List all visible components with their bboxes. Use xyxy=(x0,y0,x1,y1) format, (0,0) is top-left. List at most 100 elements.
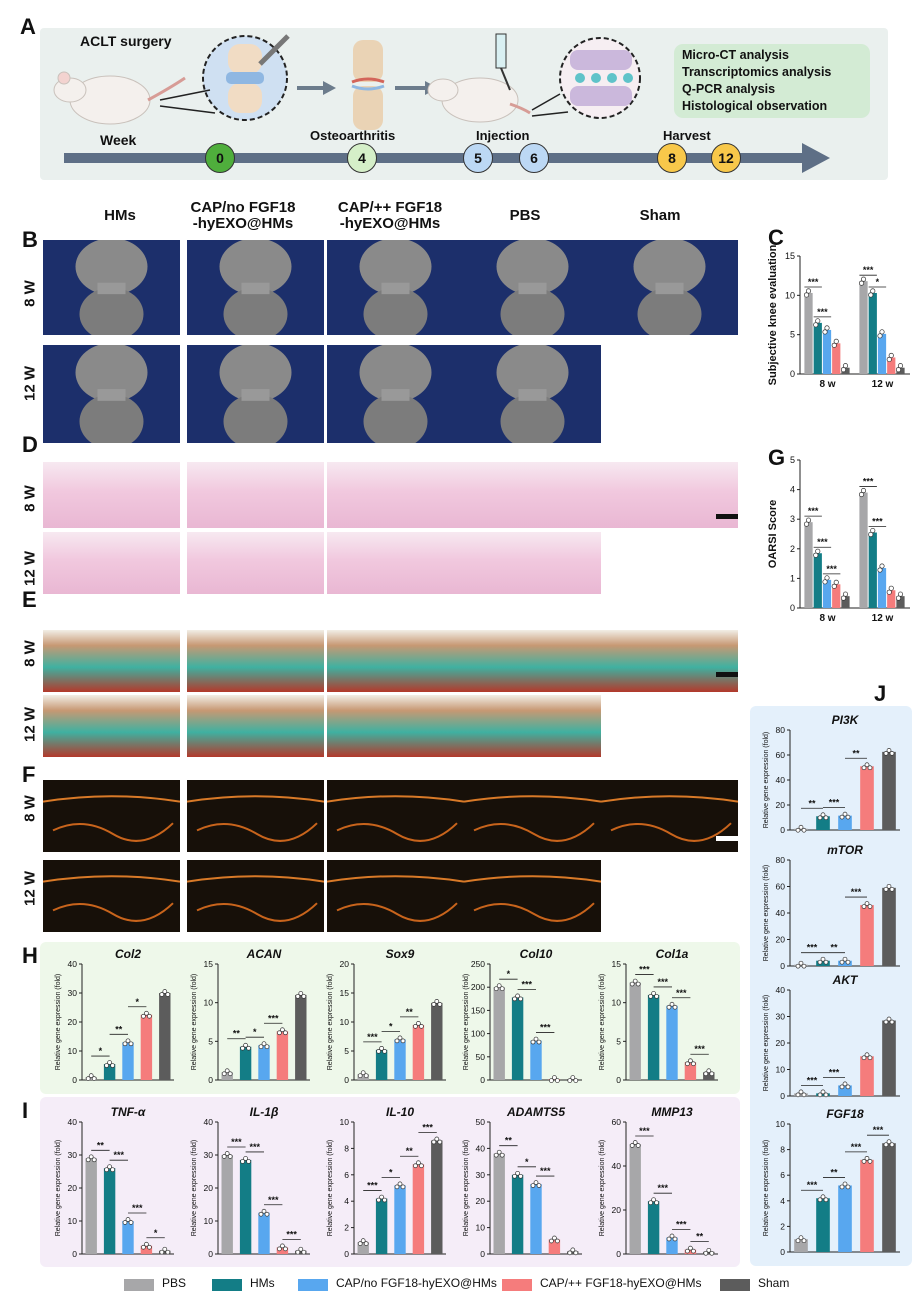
week-marker-6: 6 xyxy=(519,143,549,173)
week-marker-4: 4 xyxy=(347,143,377,173)
data-point xyxy=(295,1249,301,1255)
significance-label: ** xyxy=(852,748,860,758)
y-tick-label: 2 xyxy=(790,544,795,554)
picrosirius-8w-image xyxy=(187,780,324,852)
significance-label: * xyxy=(389,1021,393,1031)
analysis-item: Transcriptomics analysis xyxy=(682,65,832,79)
significance-label: *** xyxy=(639,965,650,975)
data-point xyxy=(801,1092,807,1098)
data-point xyxy=(277,1030,282,1036)
data-point xyxy=(549,1238,554,1244)
y-tick-label: 200 xyxy=(471,982,485,992)
bar xyxy=(813,322,822,374)
bar xyxy=(276,1247,289,1254)
data-point xyxy=(889,886,895,892)
data-point xyxy=(669,1001,675,1007)
data-point xyxy=(243,1042,248,1048)
significance-label: * xyxy=(253,1027,257,1037)
significance-label: *** xyxy=(658,1183,669,1193)
picrosirius-12w-image xyxy=(464,860,601,932)
significance-label: *** xyxy=(863,265,874,275)
data-point xyxy=(868,292,874,298)
data-point xyxy=(840,367,847,373)
data-point xyxy=(822,329,828,335)
significance-label: *** xyxy=(422,1122,433,1132)
y-tick-label: 0 xyxy=(616,1075,621,1085)
he-stain-12w-image xyxy=(43,532,180,594)
data-point xyxy=(141,1244,146,1250)
data-point xyxy=(688,1245,693,1251)
bar xyxy=(548,1239,561,1254)
bar xyxy=(887,590,896,608)
significance-label: *** xyxy=(863,477,874,487)
data-point xyxy=(224,1151,230,1156)
data-point xyxy=(867,765,873,771)
data-point xyxy=(360,1238,366,1243)
microct-12w-image xyxy=(187,345,324,443)
data-point xyxy=(431,1139,437,1145)
bar xyxy=(140,1245,153,1254)
bar xyxy=(860,905,874,966)
data-point xyxy=(842,591,849,597)
data-point xyxy=(868,531,874,538)
y-axis-label: Relative gene expression (fold) xyxy=(191,1140,198,1237)
y-tick-label: 0 xyxy=(790,603,795,613)
data-point xyxy=(860,488,867,494)
y-tick-label: 80 xyxy=(776,855,786,865)
data-point xyxy=(159,1249,165,1255)
data-point xyxy=(842,811,848,817)
data-point xyxy=(654,994,659,999)
y-tick-label: 10 xyxy=(340,1117,350,1127)
significance-label: ** xyxy=(406,1007,414,1017)
data-point xyxy=(817,959,823,965)
bar xyxy=(221,1155,233,1254)
data-point xyxy=(820,1089,826,1095)
data-point xyxy=(221,1154,227,1159)
he-stain-8w-image xyxy=(187,462,324,528)
data-point xyxy=(798,1235,804,1241)
data-point xyxy=(110,1167,115,1173)
data-point xyxy=(672,1004,678,1010)
significance-label: *** xyxy=(807,943,818,953)
y-tick-label: 5 xyxy=(790,330,795,340)
significance-label: *** xyxy=(808,277,819,287)
data-point xyxy=(845,814,851,820)
data-point xyxy=(798,824,804,830)
bar xyxy=(357,1242,369,1254)
data-point xyxy=(895,595,902,601)
y-axis-label: Relative gene expression (fold) xyxy=(55,1140,62,1237)
y-axis-label: Relative gene expression (fold) xyxy=(763,995,770,1092)
data-point xyxy=(416,1160,421,1166)
chart-title: ADAMTS5 xyxy=(506,1105,565,1119)
y-tick-label: 20 xyxy=(776,800,786,810)
he-stain-12w-image xyxy=(327,532,464,594)
y-tick-label: 50 xyxy=(476,1052,486,1062)
safranin-o-12w-image xyxy=(327,695,464,757)
column-header-hms: HMs xyxy=(104,207,136,224)
data-point xyxy=(666,1236,672,1242)
bar xyxy=(295,1250,307,1254)
data-point xyxy=(635,981,641,987)
legend-swatch-cap-plus xyxy=(502,1279,532,1291)
data-point xyxy=(357,1073,363,1079)
significance-label: *** xyxy=(367,1032,378,1042)
y-axis-label: Relative gene expression (fold) xyxy=(327,1140,334,1237)
data-point xyxy=(110,1063,115,1068)
bar xyxy=(804,292,813,374)
data-point xyxy=(144,1010,149,1016)
significance-label: *** xyxy=(268,1013,279,1023)
data-point xyxy=(823,959,829,965)
data-point xyxy=(861,1055,867,1061)
bar xyxy=(838,1185,852,1252)
significance-label: * xyxy=(525,1157,529,1167)
x-tick-label: 8 w xyxy=(819,379,835,390)
data-point xyxy=(864,762,870,768)
data-point xyxy=(376,1048,381,1054)
data-point xyxy=(795,963,801,969)
chart-title: MMP13 xyxy=(651,1105,693,1119)
significance-label: ** xyxy=(97,1140,105,1150)
data-point xyxy=(298,1246,304,1252)
y-tick-label: 15 xyxy=(340,988,350,998)
y-tick-label: 10 xyxy=(68,1046,78,1056)
data-point xyxy=(889,751,895,756)
